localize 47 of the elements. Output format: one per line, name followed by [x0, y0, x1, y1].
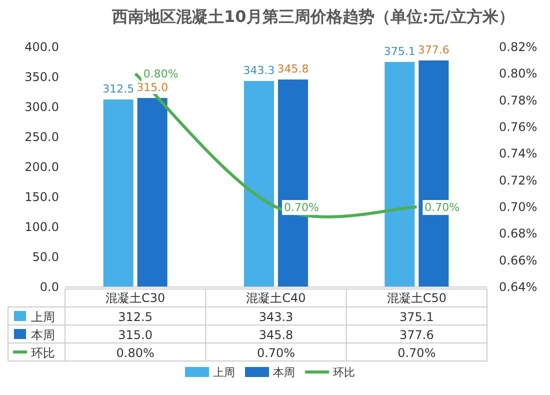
- y-tick-label: 350.0: [24, 70, 59, 84]
- legend-label: 环比: [333, 366, 355, 379]
- y-tick-label: 250.0: [24, 130, 59, 144]
- y2-tick-label: 0.74%: [499, 146, 538, 161]
- text: 0.70%: [424, 201, 460, 214]
- data-label: 0.70%: [398, 346, 436, 360]
- data-label: 315.0: [118, 328, 153, 342]
- data-label: 343.3: [258, 310, 294, 324]
- x-tick-label: 混凝土C30: [106, 291, 166, 305]
- text: 环比: [31, 346, 55, 360]
- data-label: 0.80%: [116, 346, 154, 360]
- text: 312.5: [102, 82, 134, 96]
- text: 本周: [31, 328, 55, 342]
- y-tick-label: 200.0: [24, 160, 59, 174]
- y-tick-label: 0.0: [40, 280, 59, 294]
- y2-tick-label: 0.78%: [499, 93, 538, 108]
- y-tick-label: 100.0: [24, 220, 59, 234]
- y2-tick-label: 0.80%: [499, 66, 538, 81]
- y2-tick-label: 0.66%: [499, 253, 538, 268]
- chart-title: 西南地区混凝土10月第三周价格趋势（单位:元/立方米）: [111, 7, 515, 26]
- y2-tick-label: 0.68%: [499, 226, 538, 241]
- data-label: 377.6: [399, 328, 434, 342]
- legend-label: 本周: [273, 366, 295, 379]
- y2-tick-label: 0.82%: [499, 40, 538, 54]
- text: 0.70%: [284, 201, 319, 214]
- data-label: 0.70%: [256, 346, 296, 360]
- data-label: 345.8: [258, 328, 294, 342]
- legend-label: 上周: [31, 310, 55, 324]
- text: 343.3: [243, 64, 275, 78]
- y-tick-label: 150.0: [24, 190, 59, 204]
- text: 375.1: [384, 44, 416, 58]
- x-tick-label: 混凝土C50: [386, 291, 446, 305]
- y2-tick-label: 0.76%: [499, 120, 538, 134]
- text: 上周: [213, 366, 235, 379]
- text: 0.80%: [143, 68, 178, 81]
- text: 315.0: [136, 81, 168, 94]
- y2-tick-label: 0.70%: [499, 200, 538, 214]
- x-tick-label: 混凝土C40: [246, 291, 306, 305]
- y-tick-label: 300.0: [24, 100, 59, 114]
- y-tick-label: 50.0: [32, 250, 59, 264]
- data-label: 375.1: [399, 310, 434, 324]
- y-tick-label: 400.0: [24, 40, 59, 54]
- data-label: 312.5: [118, 310, 153, 324]
- y2-tick-label: 0.72%: [499, 173, 538, 188]
- text: 377.6: [418, 43, 450, 56]
- y2-tick-label: 0.64%: [499, 280, 538, 294]
- text: 345.8: [277, 62, 309, 76]
